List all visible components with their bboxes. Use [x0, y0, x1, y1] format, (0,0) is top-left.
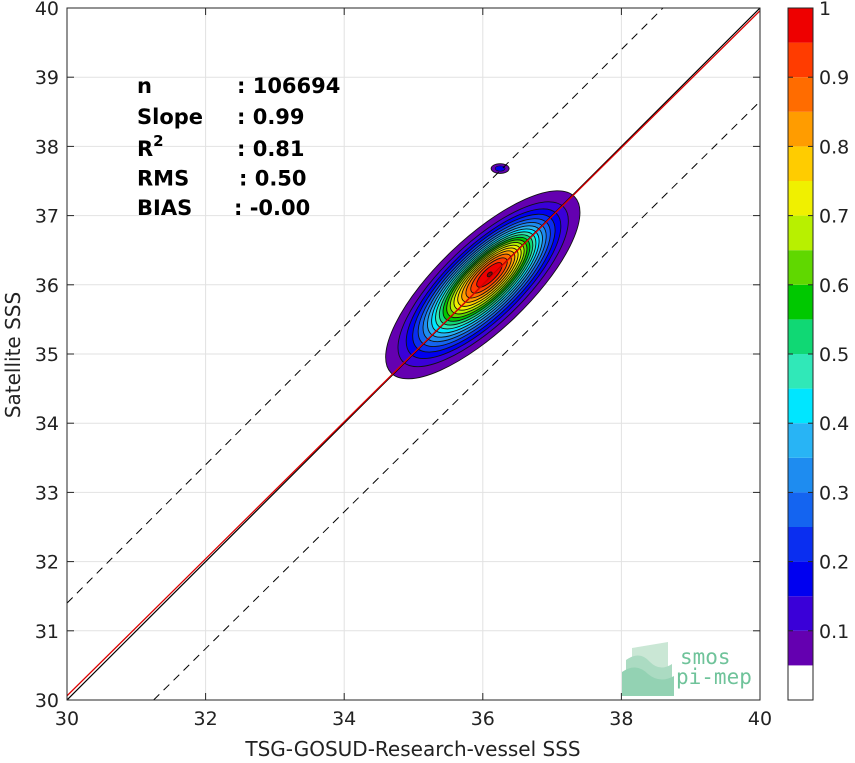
y-tick-label: 35 — [35, 344, 59, 366]
colorbar-segment — [788, 284, 813, 320]
colorbar-tick-label: 0.4 — [819, 413, 849, 435]
smos-pi-mep-logo: smos pi-mep — [622, 642, 752, 696]
y-tick-label: 37 — [35, 206, 59, 228]
stat-label: Slope — [137, 105, 203, 129]
colorbar-tick-label: 0.8 — [819, 136, 849, 158]
grid — [66, 7, 761, 701]
colorbar-tick-label: 0.6 — [819, 275, 849, 297]
stat-value: : 106694 — [237, 74, 340, 98]
colorbar-tick-label: 0.9 — [819, 67, 849, 89]
x-tick-label: 30 — [55, 708, 79, 730]
colorbar-segment — [788, 319, 813, 354]
logo-line2: pi-mep — [676, 665, 752, 689]
colorbar-tick-label: 1 — [819, 0, 831, 20]
stat-value: : 0.99 — [237, 105, 305, 129]
x-tick-label: 36 — [471, 708, 495, 730]
y-tick-label: 38 — [35, 136, 59, 158]
x-tick-label: 38 — [609, 708, 633, 730]
x-axis-label: TSG-GOSUD-Research-vessel SSS — [244, 737, 580, 761]
upper-bound-dashed-line — [67, 8, 664, 604]
colorbar-segment — [788, 492, 813, 527]
colorbar-segment — [788, 181, 813, 216]
x-tick-label: 34 — [332, 708, 356, 730]
stat-label-superscript: 2 — [153, 132, 163, 150]
colorbar-segment — [788, 8, 813, 43]
y-tick-label: 32 — [35, 552, 59, 574]
colorbar-segment — [788, 596, 813, 631]
colorbar-segment — [788, 354, 813, 389]
stat-label: RMS — [137, 167, 189, 191]
y-tick-label: 34 — [35, 413, 59, 435]
colorbar-segment — [788, 388, 813, 424]
colorbar-tick-label: 0.2 — [819, 552, 849, 574]
stat-value: : 0.50 — [239, 167, 307, 191]
y-axis-label: Satellite SSS — [1, 292, 25, 418]
y-tick-label: 31 — [35, 621, 59, 643]
y-tick-label: 33 — [35, 482, 59, 504]
colorbar-tick-label: 0.7 — [819, 206, 849, 228]
axis-ticks: 30 32 34 36 38 40 30 31 32 33 34 35 36 37 38 39 40 — [35, 0, 772, 730]
x-tick-label: 32 — [194, 708, 218, 730]
stat-value: : -0.00 — [234, 196, 310, 220]
y-tick-label: 39 — [35, 67, 59, 89]
colorbar-tick-label: 0.3 — [819, 482, 849, 504]
regression-line — [67, 10, 760, 697]
stat-label: n — [137, 74, 152, 98]
colorbar-segment — [788, 42, 813, 78]
colorbar-segment — [788, 527, 813, 562]
colorbar-segment — [788, 665, 813, 700]
stat-label: BIAS — [137, 196, 192, 220]
y-tick-label: 36 — [35, 275, 59, 297]
colorbar-segment — [788, 561, 813, 597]
colorbar-segment — [788, 146, 813, 181]
colorbar-segment — [788, 250, 813, 285]
colorbar-segment — [788, 630, 813, 666]
colorbar: 0.1 0.2 0.3 0.4 0.5 0.6 0.7 0.8 0.9 1 — [787, 0, 849, 701]
colorbar-segment — [788, 111, 813, 147]
colorbar-segment — [788, 215, 813, 251]
logo-line1: smos — [680, 645, 731, 669]
logo-waves-icon — [622, 642, 674, 696]
density-contour — [486, 271, 493, 278]
density-outlier-core — [494, 165, 506, 172]
colorbar-segment — [788, 77, 813, 112]
x-tick-label: 40 — [748, 708, 772, 730]
colorbar-tick-label: 0.5 — [819, 344, 849, 366]
colorbar-segment — [788, 457, 813, 493]
lower-bound-dashed-line — [153, 101, 760, 700]
reference-lines — [67, 8, 760, 700]
colorbar-tick-label: 0.1 — [819, 621, 849, 643]
colorbar-segment — [788, 423, 813, 458]
y-tick-label: 40 — [35, 0, 59, 20]
stat-value: : 0.81 — [237, 137, 305, 161]
y-tick-label: 30 — [35, 690, 59, 712]
